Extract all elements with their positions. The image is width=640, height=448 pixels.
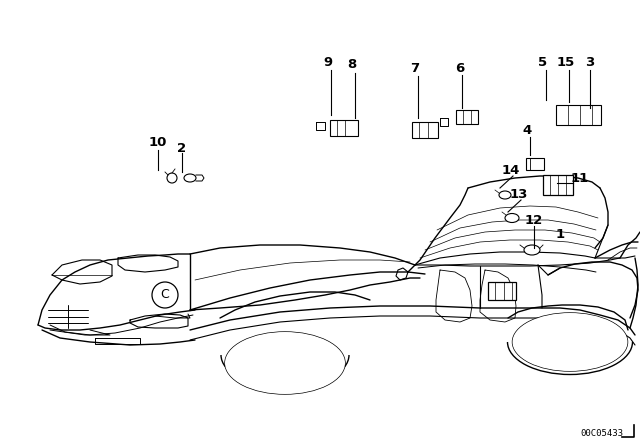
FancyBboxPatch shape: [330, 120, 358, 136]
Text: 7: 7: [410, 61, 420, 74]
Text: 11: 11: [571, 172, 589, 185]
Text: 13: 13: [510, 189, 528, 202]
Ellipse shape: [524, 245, 540, 255]
Text: 9: 9: [323, 56, 333, 69]
Ellipse shape: [499, 191, 511, 199]
FancyBboxPatch shape: [412, 122, 438, 138]
FancyBboxPatch shape: [526, 158, 544, 170]
Ellipse shape: [505, 214, 519, 223]
Text: 15: 15: [557, 56, 575, 69]
Text: 2: 2: [177, 142, 187, 155]
Text: 4: 4: [522, 124, 532, 137]
Ellipse shape: [225, 332, 345, 394]
Text: 12: 12: [525, 214, 543, 227]
FancyBboxPatch shape: [488, 282, 516, 300]
Ellipse shape: [184, 174, 196, 182]
Text: 5: 5: [538, 56, 548, 69]
Ellipse shape: [167, 173, 177, 183]
FancyBboxPatch shape: [556, 105, 601, 125]
Text: 14: 14: [502, 164, 520, 177]
Ellipse shape: [513, 313, 627, 371]
Text: 10: 10: [149, 137, 167, 150]
Text: C: C: [161, 289, 170, 302]
Text: 1: 1: [556, 228, 564, 241]
Text: 00C05433: 00C05433: [580, 428, 623, 438]
Text: 8: 8: [348, 59, 356, 72]
FancyBboxPatch shape: [456, 110, 478, 124]
Text: 3: 3: [586, 56, 595, 69]
Text: 6: 6: [456, 61, 465, 74]
FancyBboxPatch shape: [543, 175, 573, 195]
